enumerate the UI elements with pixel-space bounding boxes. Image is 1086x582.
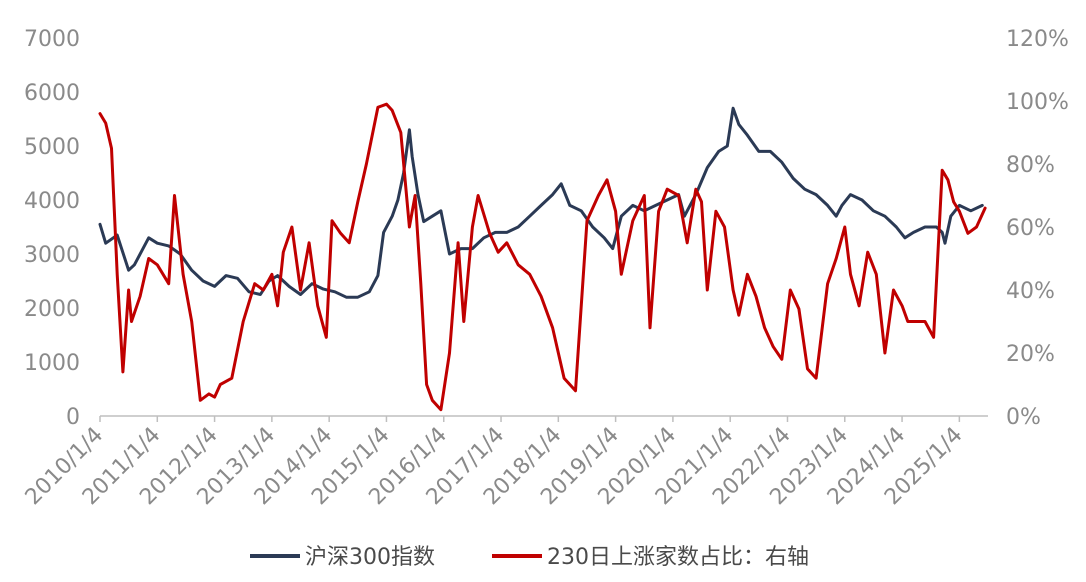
y-left-tick-label: 4000 <box>24 189 80 214</box>
y-right-tick-label: 20% <box>1006 342 1055 367</box>
y-right-tick-label: 120% <box>1006 27 1069 52</box>
x-axis: 2010/1/42011/1/42012/1/42013/1/42014/1/4… <box>21 416 968 510</box>
y-left-tick-label: 1000 <box>24 351 80 376</box>
plot-area <box>98 102 987 412</box>
series-line-230d-ratio <box>98 102 987 412</box>
y-right-tick-label: 60% <box>1006 216 1055 241</box>
y-left-tick-label: 2000 <box>24 297 80 322</box>
legend-label-hs300: 沪深300指数 <box>305 545 435 570</box>
legend-label-230d-ratio: 230日上涨家数占比：右轴 <box>547 545 809 570</box>
y-right-tick-label: 0% <box>1006 405 1041 430</box>
legend: 沪深300指数 230日上涨家数占比：右轴 <box>250 545 809 570</box>
y-right-tick-label: 100% <box>1006 90 1069 115</box>
y-left-tick-label: 7000 <box>24 27 80 52</box>
y-left-tick-label: 0 <box>66 405 80 430</box>
y-right-tick-label: 40% <box>1006 279 1055 304</box>
y-right-tick-label: 80% <box>1006 153 1055 178</box>
y-left-tick-label: 6000 <box>24 81 80 106</box>
y-left-tick-label: 5000 <box>24 135 80 160</box>
y-left-axis: 0 1000 2000 3000 4000 5000 6000 7000 <box>24 27 80 430</box>
y-right-axis: 0% 20% 40% 60% 80% 100% 120% <box>1006 27 1069 430</box>
y-left-tick-label: 3000 <box>24 243 80 268</box>
